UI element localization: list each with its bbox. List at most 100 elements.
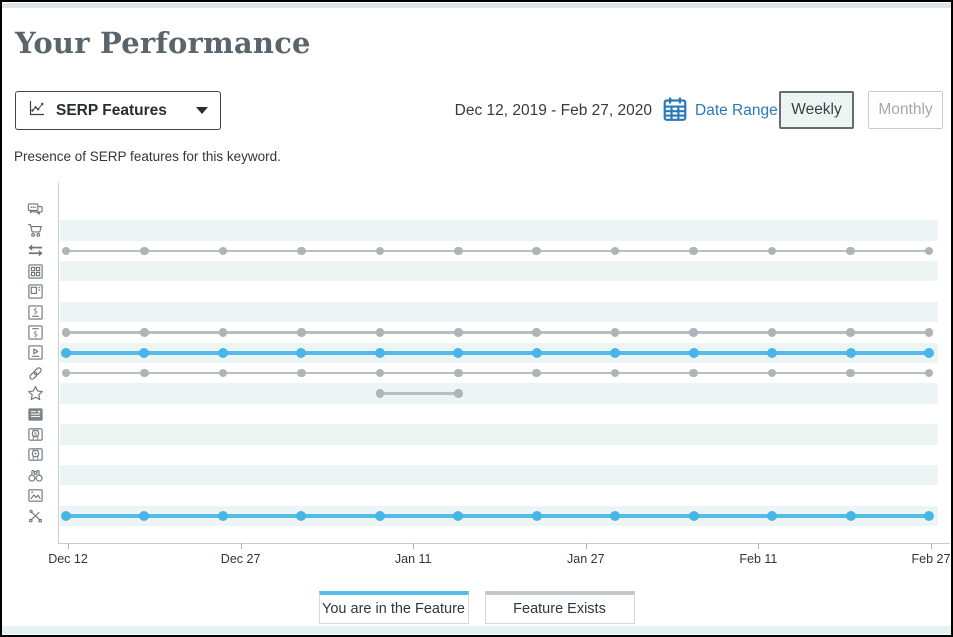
chart-row-band (60, 383, 938, 404)
data-point (689, 368, 698, 378)
x-tick-label: Dec 27 (220, 552, 261, 566)
metric-dropdown[interactable]: SERP Features (15, 91, 221, 130)
data-point (924, 368, 934, 378)
data-point (688, 347, 699, 358)
data-point (375, 389, 385, 398)
data-point (610, 246, 620, 256)
data-point (845, 347, 856, 358)
grid-icon (27, 263, 44, 280)
scatter-chart-icon (28, 99, 46, 122)
data-point (296, 347, 307, 358)
x-tick-label: Jan 11 (394, 552, 432, 566)
series-line-feature-exists (66, 371, 929, 375)
data-point (846, 328, 855, 337)
series-line-feature-exists (379, 392, 459, 395)
data-point (375, 246, 385, 256)
swap-arrows-icon (27, 242, 44, 259)
data-point (61, 246, 71, 256)
news-icon (27, 406, 44, 423)
chart-row-band (60, 342, 938, 363)
data-point (218, 368, 228, 378)
data-point (767, 368, 777, 378)
chart-row-band (60, 301, 938, 323)
data-point (61, 511, 71, 521)
scissors-icon (27, 508, 44, 525)
data-point (845, 511, 856, 521)
data-point (923, 511, 934, 521)
data-point (454, 328, 463, 337)
shopping-cart-icon (27, 222, 44, 239)
data-point (453, 347, 464, 358)
data-point (453, 511, 464, 521)
series-line-in-feature (66, 351, 929, 355)
x-axis-tick (931, 543, 932, 549)
video-icon (27, 344, 44, 361)
data-point (297, 368, 306, 378)
featured-snippet-icon (27, 283, 44, 300)
data-point (139, 347, 150, 358)
svg-text:$: $ (34, 432, 38, 438)
binoculars-icon (27, 467, 44, 484)
chart-row-band (60, 465, 938, 486)
calendar-icon[interactable] (662, 96, 688, 123)
dollar-underline-icon: $ (27, 304, 44, 321)
data-point (531, 511, 542, 521)
metric-dropdown-label: SERP Features (56, 101, 167, 119)
data-point (610, 328, 620, 337)
data-point (767, 328, 777, 337)
legend-feature-exists[interactable]: Feature Exists (484, 591, 635, 624)
data-point (689, 328, 698, 337)
x-tick-label: Jan 27 (567, 552, 605, 566)
data-point (532, 328, 541, 337)
chart-row-band (60, 261, 938, 282)
bottom-strip (2, 626, 951, 634)
map-pin-icon (27, 446, 44, 463)
data-point (767, 511, 778, 521)
data-point (924, 328, 934, 337)
link-icon (27, 365, 44, 382)
legend-you-are-in-feature[interactable]: You are in the Feature (318, 591, 469, 624)
chat-bubbles-icon (27, 202, 44, 219)
data-point (610, 368, 620, 378)
chart-row-band (60, 505, 938, 527)
legend-you-label: You are in the Feature (322, 601, 465, 617)
data-point (610, 347, 621, 358)
svg-text:$: $ (33, 306, 38, 315)
x-axis-line (58, 543, 950, 544)
data-point (531, 347, 542, 358)
date-range-link[interactable]: Date Range (695, 102, 778, 119)
data-point (217, 347, 228, 358)
data-point (140, 246, 149, 256)
data-point (375, 328, 385, 337)
data-point (218, 328, 228, 337)
x-axis-tick (585, 543, 587, 549)
monthly-button[interactable]: Monthly (868, 91, 943, 129)
chart-row-band (60, 220, 938, 241)
chart-description: Presence of SERP features for this keywo… (14, 149, 281, 164)
data-point (454, 389, 463, 398)
legend-exists-label: Feature Exists (513, 601, 606, 617)
data-point (923, 347, 934, 358)
x-tick-label: Dec 12 (48, 552, 88, 566)
data-point (924, 246, 934, 256)
series-line-feature-exists (66, 249, 929, 253)
top-divider (2, 3, 951, 8)
data-point (217, 511, 228, 521)
dollar-overline-icon: $ (27, 324, 44, 341)
image-icon (27, 487, 44, 504)
date-range-text: Dec 12, 2019 - Feb 27, 2020 (454, 102, 652, 119)
weekly-button[interactable]: Weekly (779, 91, 854, 129)
data-point (846, 368, 855, 378)
data-point (140, 328, 149, 337)
series-line-in-feature (66, 514, 929, 518)
chevron-down-icon (196, 107, 208, 114)
data-point (767, 347, 778, 358)
x-tick-label: Feb 27 (911, 552, 951, 566)
map-pin-dollar-icon: $ (27, 426, 44, 443)
data-point (374, 511, 385, 521)
chart-legend: You are in the Feature Feature Exists (2, 591, 951, 624)
data-point (688, 511, 699, 521)
data-point (532, 368, 541, 378)
data-point (218, 246, 228, 256)
data-point (296, 511, 307, 521)
